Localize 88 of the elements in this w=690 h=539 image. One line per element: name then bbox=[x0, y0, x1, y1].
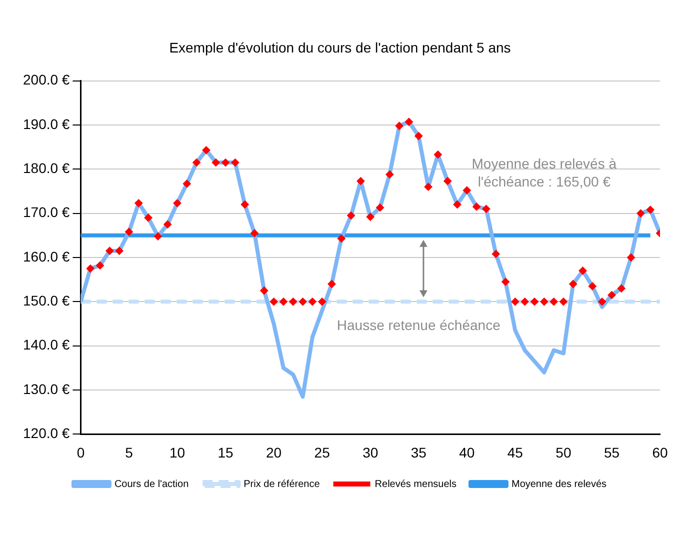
x-tick-label: 50 bbox=[556, 444, 572, 460]
x-tick-label: 25 bbox=[314, 444, 330, 460]
point bbox=[540, 298, 548, 306]
point bbox=[424, 182, 432, 191]
x-tick-label: 40 bbox=[459, 444, 475, 460]
point bbox=[124, 228, 133, 236]
y-tick-label: 170.0 € bbox=[22, 204, 70, 220]
x-tick-label: 5 bbox=[125, 444, 134, 460]
y-tick-label: 140.0 € bbox=[22, 336, 70, 353]
point bbox=[395, 122, 404, 130]
point bbox=[144, 214, 152, 222]
point bbox=[462, 186, 471, 194]
point bbox=[106, 246, 114, 255]
x-tick-label: 10 bbox=[169, 444, 186, 460]
legend-label: Relevés mensuels bbox=[374, 478, 456, 490]
point bbox=[520, 298, 529, 306]
point bbox=[240, 200, 249, 208]
point bbox=[134, 199, 143, 208]
point bbox=[202, 146, 210, 154]
point bbox=[608, 291, 616, 300]
point bbox=[231, 158, 240, 167]
legend-label: Cours de l'action bbox=[114, 478, 189, 490]
point bbox=[173, 199, 182, 208]
x-tick-label: 15 bbox=[218, 444, 234, 460]
point bbox=[115, 246, 124, 255]
point bbox=[453, 200, 462, 208]
point bbox=[511, 298, 520, 306]
annotation: Moyenne des relevés à l'échéance : 165,00 € bbox=[472, 156, 617, 190]
chart-title: Exemple d'évolution du cours de l'action pendant 5 ans bbox=[169, 39, 511, 56]
x-tick-label: 30 bbox=[362, 444, 378, 460]
point bbox=[308, 298, 316, 306]
point bbox=[328, 280, 336, 288]
point bbox=[260, 286, 268, 295]
x-tick-label: 0 bbox=[76, 444, 85, 460]
point bbox=[588, 282, 596, 290]
point bbox=[444, 177, 452, 186]
legend-label: Prix de référence bbox=[244, 478, 320, 490]
y-tick-label: 200.0 € bbox=[22, 72, 70, 88]
point bbox=[279, 298, 288, 306]
point bbox=[530, 298, 538, 306]
x-tick-label: 60 bbox=[652, 444, 668, 460]
x-tick-label: 20 bbox=[266, 444, 282, 460]
point bbox=[347, 212, 356, 220]
point bbox=[569, 280, 578, 288]
point bbox=[598, 298, 606, 306]
annotation: Hausse retenue échéance bbox=[336, 316, 501, 333]
y-tick-label: 130.0 € bbox=[22, 380, 70, 397]
point bbox=[646, 206, 654, 214]
point bbox=[337, 234, 346, 243]
point bbox=[96, 261, 104, 270]
point bbox=[86, 264, 94, 273]
point bbox=[502, 278, 510, 286]
point bbox=[386, 170, 394, 178]
point bbox=[212, 158, 220, 167]
point bbox=[636, 209, 645, 218]
point bbox=[154, 232, 162, 240]
point bbox=[270, 298, 278, 306]
y-tick-label: 180.0 € bbox=[22, 160, 70, 176]
point bbox=[318, 298, 326, 306]
point bbox=[559, 298, 568, 306]
point bbox=[222, 158, 230, 167]
point bbox=[617, 284, 626, 292]
point bbox=[627, 254, 636, 262]
point bbox=[434, 150, 442, 159]
point bbox=[366, 212, 374, 221]
point bbox=[250, 229, 258, 238]
y-tick-label: 160.0 € bbox=[22, 248, 70, 264]
x-tick-label: 35 bbox=[410, 444, 427, 460]
point bbox=[356, 177, 365, 186]
point bbox=[298, 298, 307, 306]
point bbox=[289, 298, 298, 306]
point bbox=[492, 250, 500, 258]
legend-label: Moyenne des relevés bbox=[511, 478, 607, 490]
x-tick-label: 45 bbox=[507, 444, 524, 460]
point bbox=[164, 220, 172, 228]
point bbox=[472, 202, 481, 211]
point bbox=[482, 204, 490, 213]
point bbox=[404, 118, 413, 126]
point bbox=[414, 132, 423, 140]
x-tick-label: 55 bbox=[604, 444, 620, 460]
point bbox=[376, 204, 384, 212]
y-tick-label: 120.0 € bbox=[22, 425, 70, 442]
point bbox=[578, 266, 587, 275]
y-tick-label: 190.0 € bbox=[22, 116, 70, 132]
point bbox=[182, 180, 191, 188]
point bbox=[192, 158, 201, 167]
y-tick-label: 150.0 € bbox=[22, 292, 70, 309]
point bbox=[550, 298, 558, 306]
